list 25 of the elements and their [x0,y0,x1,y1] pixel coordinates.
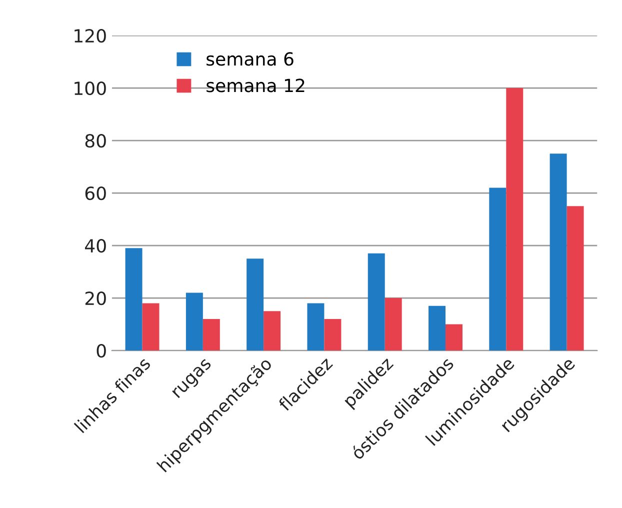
bar [307,303,324,351]
bar [142,303,160,351]
bar [428,306,446,351]
bar [446,324,462,351]
bar [384,298,402,351]
bar [246,258,264,351]
bar [489,188,506,351]
bar [324,319,342,351]
legend-label: semana 6 [206,52,294,66]
y-tick-label: 80 [85,134,106,148]
bar [202,319,220,351]
y-tick-label: 120 [74,29,106,43]
legend-label: semana 12 [206,78,304,92]
y-tick-label: 0 [96,344,106,358]
bar [566,206,584,351]
bar [506,88,524,351]
y-tick-label: 100 [74,82,106,96]
y-tick-label: 20 [85,291,106,306]
y-tick-label: 40 [85,238,106,253]
bar [264,311,281,351]
bar [125,248,142,351]
y-tick-label: 60 [85,186,106,200]
bar [186,292,203,351]
bar [550,154,567,351]
bar [368,253,385,351]
